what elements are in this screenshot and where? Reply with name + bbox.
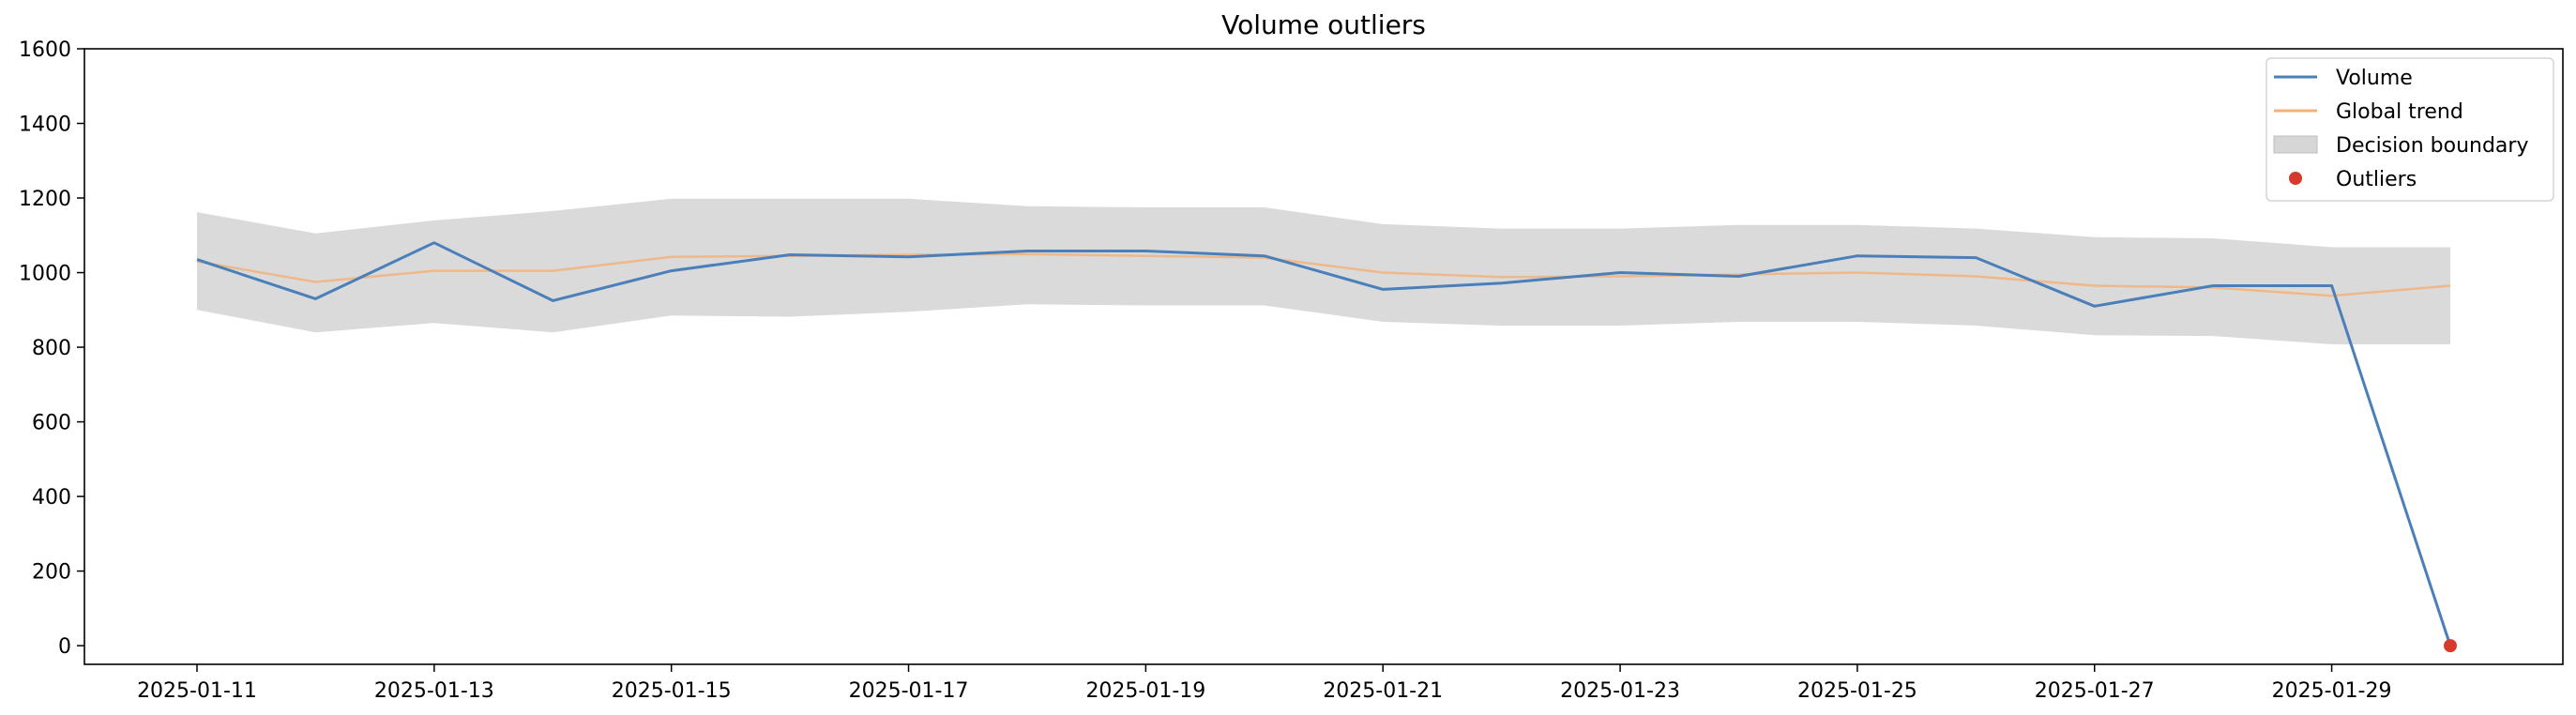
outlier-point-layer (2444, 639, 2457, 653)
x-tick-label-2025-01-15: 2025-01-15 (612, 679, 732, 703)
y-tick-label-400: 400 (32, 486, 71, 510)
x-tick-label-2025-01-13: 2025-01-13 (374, 679, 494, 703)
y-tick-label-1400: 1400 (19, 114, 71, 137)
x-tick-label-2025-01-23: 2025-01-23 (1560, 679, 1680, 703)
global-trend-line (196, 252, 2451, 297)
chart-title: Volume outliers (1221, 9, 1426, 40)
legend-swatch-decision-boundary (2273, 135, 2318, 154)
legend-box (2265, 57, 2554, 202)
x-tick-label-2025-01-17: 2025-01-17 (849, 679, 969, 703)
x-tick-label-2025-01-25: 2025-01-25 (1797, 679, 1917, 703)
y-tick-label-600: 600 (32, 412, 71, 435)
y-tick-label-1200: 1200 (19, 188, 71, 211)
y-tick-label-1600: 1600 (19, 38, 71, 62)
legend-label-volume: Volume (2336, 67, 2413, 90)
x-tick-label-2025-01-11: 2025-01-11 (137, 679, 257, 703)
y-tick-label-800: 800 (32, 337, 71, 360)
y-tick-label-1000: 1000 (19, 263, 71, 286)
x-tick-label-2025-01-29: 2025-01-29 (2272, 679, 2392, 703)
y-tick-label-200: 200 (32, 561, 71, 585)
legend-label-global-trend: Global trend (2336, 100, 2463, 124)
outlier-point-1 (2444, 639, 2457, 653)
x-tick-label-2025-01-21: 2025-01-21 (1323, 679, 1443, 703)
line-layer (196, 241, 2452, 647)
plot-frame (83, 48, 2564, 665)
legend-label-decision-boundary: Decision boundary (2336, 134, 2528, 158)
x-tick-label-2025-01-27: 2025-01-27 (2035, 679, 2155, 703)
x-tick-label-2025-01-19: 2025-01-19 (1085, 679, 1205, 703)
legend-label-outliers: Outliers (2336, 168, 2417, 191)
legend: Volume Global trend Decision boundary Outli… (2265, 57, 2554, 202)
legend-swatch-outliers (2289, 172, 2302, 185)
y-axis: 0 200 400 600 800 1000 1200 1400 1600 (19, 38, 84, 659)
y-tick-label-0: 0 (58, 635, 71, 659)
volume-line (196, 241, 2452, 647)
x-axis: 2025-01-11 2025-01-13 2025-01-15 2025-01-17… (137, 664, 2392, 703)
